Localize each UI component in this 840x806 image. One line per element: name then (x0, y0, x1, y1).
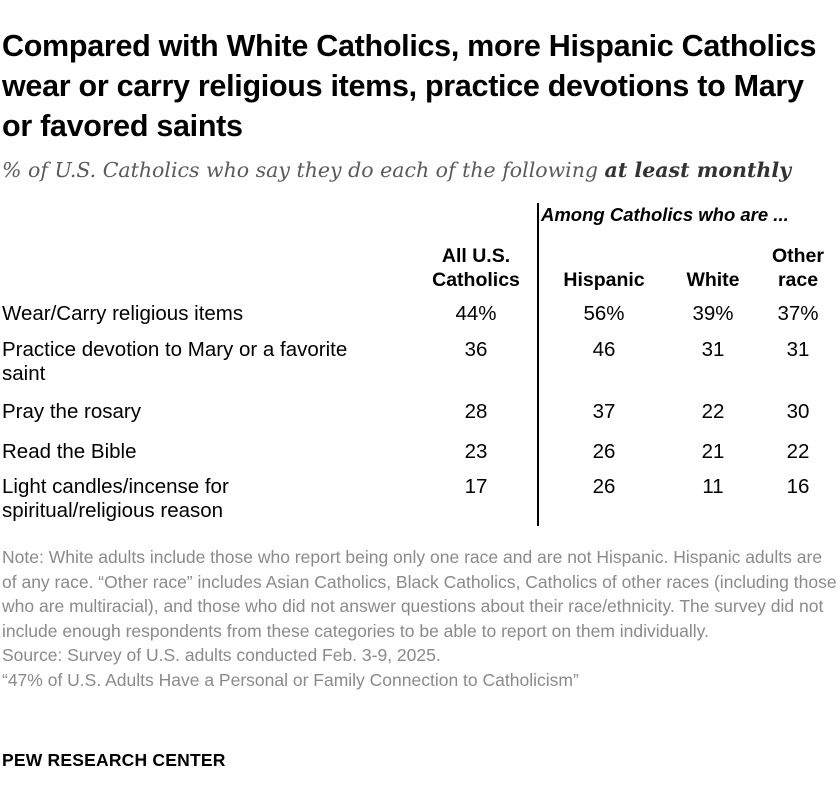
table-cell: 17 (464, 475, 488, 498)
table-cell: 37 (592, 400, 616, 423)
row-label: Read the Bible (2, 440, 412, 464)
table-cell: 36 (464, 338, 488, 361)
table-cell: 31 (786, 338, 810, 361)
table-cell: 37% (777, 302, 819, 325)
row-label-line: Read the Bible (2, 440, 137, 463)
column-header: Hispanic (544, 244, 664, 292)
subtitle-emphasis: at least monthly (604, 158, 792, 182)
row-label: Pray the rosary (2, 400, 412, 424)
table-cell: 22 (786, 440, 810, 463)
column-header-line2: race (777, 269, 819, 291)
column-header-line1 (544, 244, 664, 268)
column-header: White (653, 244, 773, 292)
row-label: Practice devotion to Mary or a favorite s… (2, 338, 412, 386)
column-header-line2: Hispanic (563, 269, 645, 291)
row-label: Light candles/incense for spiritual/relig… (2, 475, 412, 523)
table-cell: 31 (701, 338, 725, 361)
chart-subtitle: % of U.S. Catholics who say they do each… (2, 158, 838, 182)
table-cell: 39% (692, 302, 734, 325)
source-text: Source: Survey of U.S. adults conducted … (2, 645, 441, 665)
group-divider (537, 203, 539, 526)
chart-title: Compared with White Catholics, more Hisp… (2, 29, 817, 143)
subtitle-text: % of U.S. Catholics who say they do each… (2, 158, 605, 182)
table-cell: 26 (592, 440, 616, 463)
notes: Note: White adults include those who rep… (2, 545, 838, 692)
table-cell: 56% (583, 302, 625, 325)
row-label-line: Practice devotion to Mary or a favorite (2, 338, 348, 361)
table-cell: 28 (464, 400, 488, 423)
row-label: Wear/Carry religious items (2, 302, 412, 326)
table-cell: 26 (592, 475, 616, 498)
table-cell: 21 (701, 440, 725, 463)
note-text: Note: White adults include those who rep… (2, 547, 837, 641)
column-header-line2: White (686, 269, 740, 291)
row-label-line: saint (2, 362, 46, 385)
row-label-line: Light candles/incense for (2, 475, 229, 498)
table-cell: 44% (455, 302, 497, 325)
group-header: Among Catholics who are ... (541, 204, 789, 225)
row-label-line: Wear/Carry religious items (2, 302, 244, 325)
table-cell: 11 (702, 475, 724, 498)
column-header-line1: All U.S. (441, 245, 511, 267)
column-header: Other race (738, 244, 840, 292)
table-cell: 16 (786, 475, 810, 498)
row-label-line: Pray the rosary (2, 400, 141, 423)
table-cell: 23 (464, 440, 488, 463)
column-header-line2: Catholics (432, 269, 520, 291)
table-cell: 22 (701, 400, 725, 423)
table-cell: 30 (786, 400, 810, 423)
row-label-line: spiritual/religious reason (2, 499, 224, 522)
column-header: All U.S. Catholics (416, 244, 536, 292)
column-header-line1: Other (771, 245, 824, 267)
report-title: “47% of U.S. Adults Have a Personal or F… (2, 669, 579, 690)
table-cell: 46 (592, 338, 616, 361)
pew-logo: PEW RESEARCH CENTER (2, 750, 226, 770)
